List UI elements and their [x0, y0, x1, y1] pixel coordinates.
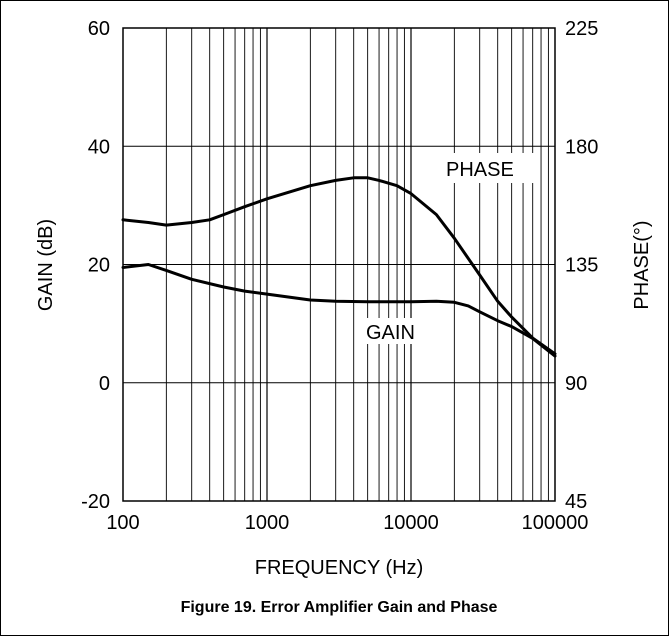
x-axis-title: FREQUENCY (Hz) — [255, 557, 424, 579]
y-axis-left-title: GAIN (dB) — [35, 219, 57, 311]
y-left-tick-label: 40 — [88, 136, 110, 158]
y-left-tick-label: 20 — [88, 255, 110, 277]
y-left-tick-label: 0 — [99, 373, 110, 395]
y-right-tick-label: 225 — [565, 18, 598, 40]
series-line-gain — [121, 263, 557, 358]
phase-label-backdrop — [442, 153, 537, 183]
y-right-tick-label: 180 — [565, 136, 598, 158]
y-left-tick-label: 60 — [88, 18, 110, 40]
gain-label-backdrop — [363, 318, 435, 344]
x-tick-label: 1000 — [245, 512, 290, 534]
y-right-tick-label: 135 — [565, 255, 598, 277]
series-line-phase — [121, 176, 557, 356]
x-tick-label: 10000 — [383, 512, 439, 534]
plot-border — [122, 27, 556, 502]
series-label-gain: GAIN — [366, 322, 415, 344]
series-label-phase: PHASE — [446, 159, 514, 181]
series-layer — [121, 176, 557, 358]
y-right-tick-label: 90 — [565, 373, 587, 395]
x-tick-label: 100 — [106, 512, 139, 534]
y-right-tick-label: 45 — [565, 491, 587, 513]
tick-labels: 100 1000 10000 100000 -20 0 20 40 60 45 90 135 180 22… — [81, 18, 598, 534]
y-axis-right-title: PHASE(°) — [631, 220, 653, 309]
figure-caption: Figure 19. Error Amplifier Gain and Phas… — [181, 599, 498, 616]
y-left-tick-label: -20 — [81, 491, 110, 513]
x-tick-label: 100000 — [522, 512, 589, 534]
